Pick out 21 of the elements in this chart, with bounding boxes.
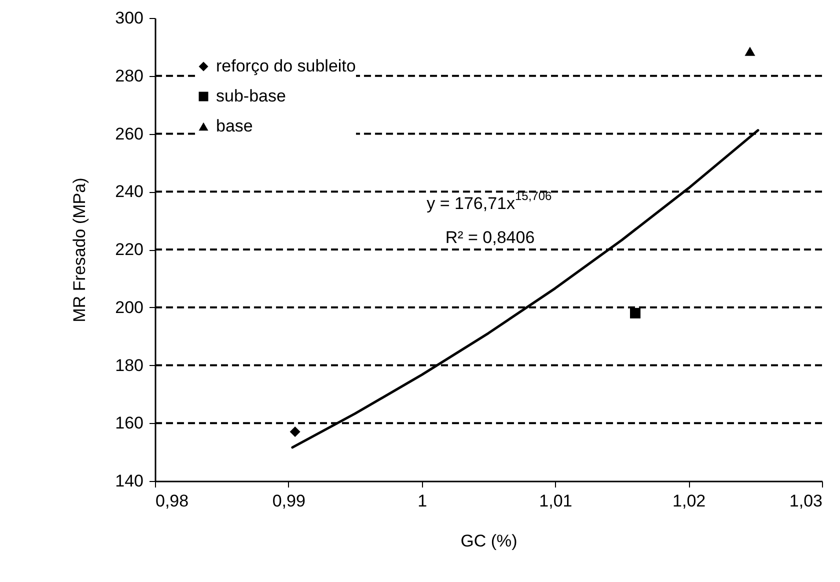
y-tick-label: 280 bbox=[115, 66, 144, 86]
x-tick-label: 0,98 bbox=[156, 492, 189, 510]
x-axis-title: GC (%) bbox=[460, 532, 518, 550]
y-tick-label: 180 bbox=[115, 356, 144, 375]
legend-label: base bbox=[216, 116, 253, 136]
y-tick-label: 200 bbox=[115, 298, 144, 317]
x-tick-label: 0,99 bbox=[272, 492, 306, 510]
x-tick-label: 1,01 bbox=[539, 492, 572, 510]
legend-label: sub-base bbox=[216, 86, 286, 106]
legend-label: reforço do subleito bbox=[216, 56, 356, 76]
x-tick-label: 1,03 bbox=[789, 492, 822, 510]
x-tick-label: 1,02 bbox=[672, 492, 706, 510]
y-tick-label: 240 bbox=[115, 182, 144, 202]
y-axis-title: MR Fresado (MPa) bbox=[70, 178, 90, 322]
x-tick-label: 1 bbox=[418, 492, 428, 510]
y-tick-label: 220 bbox=[115, 240, 144, 259]
y-tick-label: 260 bbox=[115, 124, 144, 144]
annotation: R² = 0,8406 bbox=[445, 228, 535, 247]
y-tick-label: 300 bbox=[115, 8, 144, 28]
y-tick-label: 140 bbox=[115, 472, 144, 490]
y-tick-label: 160 bbox=[115, 414, 144, 433]
